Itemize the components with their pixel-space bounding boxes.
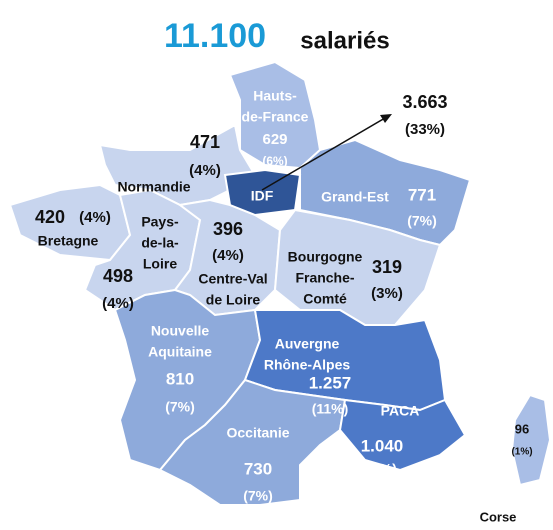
region-occitanie: [158, 378, 347, 506]
region-share: (11%): [312, 401, 349, 417]
region-count: 1.257: [309, 373, 352, 392]
region-share: (4%): [212, 247, 244, 264]
region-count: 498: [103, 266, 133, 286]
region-name: Auvergne: [275, 336, 340, 352]
region-name: Centre-Val: [198, 271, 267, 287]
region-share: (9%): [367, 461, 397, 477]
region-count: 3.663: [402, 92, 447, 112]
region-count: 730: [244, 459, 272, 478]
region-count: 420: [35, 207, 65, 227]
region-name: de Loire: [206, 292, 261, 308]
region-name: Hauts-: [253, 88, 297, 104]
region-share: (7%): [165, 399, 195, 415]
region-name: Franche-: [295, 270, 354, 286]
region-share: (7%): [243, 488, 273, 504]
total-label: salariés: [300, 27, 389, 54]
region-name: Pays-: [141, 214, 179, 230]
region-name: PACA: [381, 403, 420, 419]
region-name: Rhône-Alpes: [264, 357, 351, 373]
region-name: Normandie: [117, 179, 190, 195]
region-share: (1%): [511, 447, 532, 458]
region-name: de-la-: [141, 235, 179, 251]
region-idf: [223, 168, 302, 217]
region-count: 1.040: [361, 436, 404, 455]
region-share: (33%): [405, 121, 445, 138]
region-corse: [510, 393, 552, 487]
region-count: 96: [515, 421, 529, 436]
region-name: IDF: [251, 188, 274, 204]
region-count: 396: [213, 219, 243, 239]
region-count: 471: [190, 132, 220, 152]
region-share: (3%): [371, 285, 403, 302]
region-count: 319: [372, 257, 402, 277]
region-name: Bretagne: [38, 233, 99, 249]
region-name: Comté: [303, 291, 347, 307]
region-name: Corse: [480, 509, 517, 524]
arrow: [261, 117, 386, 191]
region-paca: [338, 398, 467, 472]
region-name: Nouvelle: [151, 323, 210, 339]
region-share: (7%): [407, 213, 437, 229]
region-name: Aquitaine: [148, 344, 212, 360]
region-count: 629: [262, 131, 287, 148]
regions: [8, 60, 552, 506]
region-share: (6%): [262, 154, 287, 168]
region-name: Grand-Est: [321, 189, 389, 205]
region-name: Bourgogne: [288, 249, 363, 265]
region-count: 810: [166, 369, 194, 388]
region-name: de-France: [242, 109, 309, 125]
region-share: (4%): [79, 209, 111, 226]
region-bretagne: [8, 183, 132, 262]
region-name: Loire: [143, 256, 177, 272]
region-count: 771: [408, 185, 436, 204]
total: 11.100: [164, 17, 266, 55]
region-share: (4%): [189, 162, 221, 179]
region-share: (4%): [102, 295, 134, 312]
region-name: Occitanie: [226, 425, 289, 441]
arrow-head: [380, 114, 392, 123]
